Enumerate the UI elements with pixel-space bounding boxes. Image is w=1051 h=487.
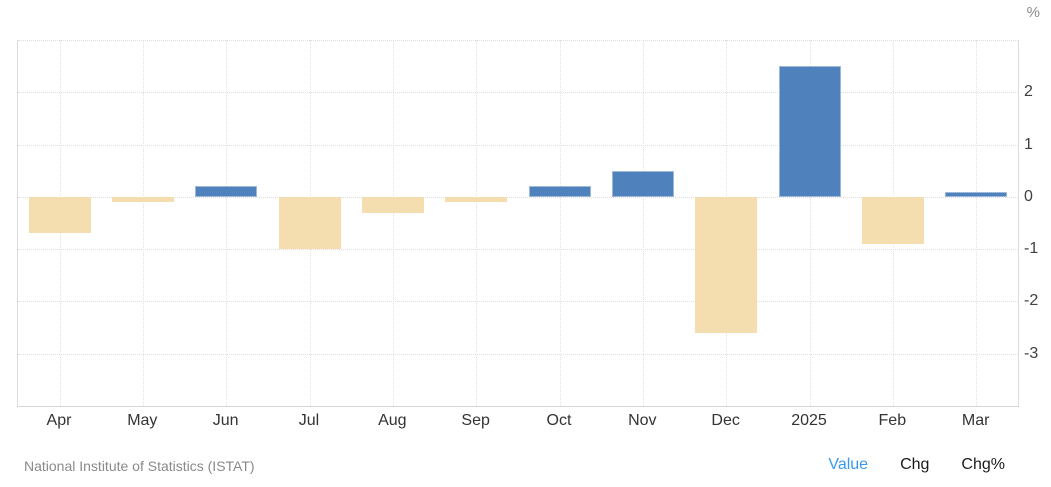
y-tick-label-2: 2 xyxy=(1024,83,1033,101)
chg-mode-link[interactable]: Chg xyxy=(900,456,930,473)
value-mode-link[interactable]: Value xyxy=(828,456,869,473)
vertical-gridline xyxy=(143,40,144,406)
vertical-gridline xyxy=(559,40,561,406)
horizontal-gridline xyxy=(18,40,1018,41)
x-tick-label-apr: Apr xyxy=(46,412,72,429)
horizontal-gridline xyxy=(18,196,1018,198)
bar-2025[interactable] xyxy=(778,66,841,197)
horizontal-gridline xyxy=(18,92,1018,94)
bar-aug[interactable] xyxy=(362,196,424,213)
x-tick-label-mar: Mar xyxy=(961,412,990,429)
x-tick-label-feb: Feb xyxy=(878,412,907,429)
x-tick-label-oct: Oct xyxy=(546,412,572,429)
bar-oct[interactable] xyxy=(528,186,591,197)
horizontal-gridline xyxy=(18,301,1018,303)
vertical-gridline xyxy=(809,40,811,406)
x-tick-label-dec: Dec xyxy=(711,412,740,429)
bar-jun[interactable] xyxy=(195,186,258,197)
horizontal-gridline xyxy=(18,249,1018,251)
y-tick-label--2: -2 xyxy=(1024,292,1039,310)
vertical-gridline xyxy=(976,40,978,406)
y-axis-unit-label: % xyxy=(1026,4,1040,21)
x-tick-label-aug: Aug xyxy=(378,412,407,429)
x-tick-label-sep: Sep xyxy=(461,412,490,429)
x-tick-label-jun: Jun xyxy=(212,412,239,429)
vertical-gridline xyxy=(476,40,478,406)
chg-pct-mode-link[interactable]: Chg% xyxy=(961,456,1005,473)
x-tick-label-jul: Jul xyxy=(298,412,320,429)
series-mode-switcher: Value Chg Chg% xyxy=(828,456,1005,474)
bar-feb[interactable] xyxy=(862,196,924,244)
horizontal-gridline xyxy=(18,353,1018,355)
y-tick-label-0: 0 xyxy=(1024,187,1033,205)
y-tick-label--1: -1 xyxy=(1024,240,1039,258)
vertical-gridline xyxy=(226,40,228,406)
y-tick-label--3: -3 xyxy=(1024,344,1039,362)
x-tick-label-nov: Nov xyxy=(628,412,657,429)
bar-sep[interactable] xyxy=(445,196,508,203)
y-tick-label-1: 1 xyxy=(1024,135,1033,153)
x-tick-label-2025: 2025 xyxy=(791,412,827,429)
horizontal-gridline xyxy=(18,144,1018,146)
bar-mar[interactable] xyxy=(945,191,1008,197)
bar-dec[interactable] xyxy=(695,196,758,333)
bar-jul[interactable] xyxy=(278,196,341,250)
bar-may[interactable] xyxy=(112,196,174,203)
bar-nov[interactable] xyxy=(612,170,674,197)
plot-area xyxy=(17,40,1019,407)
bar-apr[interactable] xyxy=(28,196,91,234)
vertical-gridline xyxy=(643,40,644,406)
x-tick-label-may: May xyxy=(127,412,158,429)
vertical-gridline xyxy=(393,40,394,406)
source-attribution: National Institute of Statistics (ISTAT) xyxy=(24,458,255,474)
